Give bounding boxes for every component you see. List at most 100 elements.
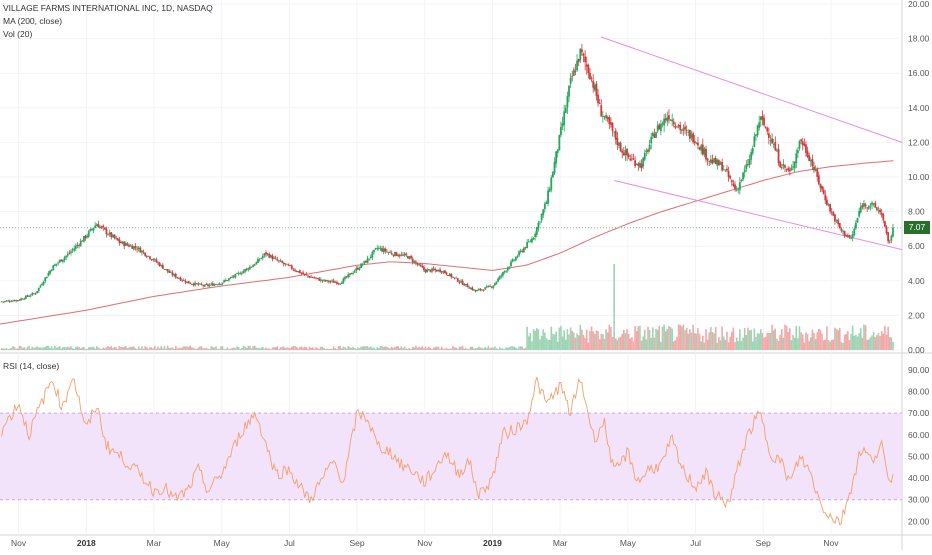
candle-body [887, 232, 890, 242]
candle-body [813, 166, 815, 171]
candle-body [714, 157, 717, 164]
candle-body [137, 247, 140, 249]
candle-body [348, 273, 351, 276]
candle-body [440, 271, 443, 273]
candle-body [790, 167, 793, 171]
volume-bar [411, 346, 414, 350]
volume-bar [365, 346, 367, 350]
volume-bar [131, 346, 134, 350]
volume-bar [8, 348, 11, 350]
candle-body [792, 166, 794, 168]
time-tick-label: May [620, 538, 637, 548]
volume-bar [297, 348, 300, 350]
rsi-tick-label: 60.00 [908, 430, 930, 440]
volume-bar [258, 348, 261, 350]
volume-bar [877, 332, 880, 350]
candle-body [202, 285, 205, 286]
candle-body [634, 160, 636, 166]
candle-body [510, 261, 512, 267]
volume-bar [769, 332, 772, 350]
volume-bar [60, 348, 63, 350]
candle-body [269, 255, 272, 258]
volume-bar [323, 348, 325, 350]
candle-body [282, 262, 285, 265]
candle-body [780, 167, 783, 169]
price-tick-label: 14.00 [908, 103, 930, 113]
candle-body [91, 229, 93, 230]
volume-bar [494, 346, 496, 350]
volume-bar [457, 348, 459, 350]
volume-bar [484, 346, 487, 350]
volume-bar [274, 347, 277, 350]
candle-body [336, 282, 338, 284]
candle-body [785, 169, 788, 171]
volume-bar [447, 348, 449, 350]
volume-bar [118, 346, 121, 350]
candle-body [147, 255, 150, 257]
volume-bar [726, 331, 728, 350]
candle-body [315, 277, 317, 279]
volume-bar [648, 329, 651, 350]
volume-bar [279, 347, 282, 350]
candle-body [458, 281, 461, 283]
candle-body [287, 264, 290, 266]
candle-body [307, 275, 309, 277]
volume-bar [20, 346, 22, 350]
candle-body [21, 298, 24, 300]
candle-body [229, 277, 232, 279]
candle-body [747, 164, 749, 166]
volume-bar [563, 330, 565, 350]
volume-bar [561, 336, 564, 350]
volume-bar [91, 346, 93, 350]
volume-bar [545, 338, 548, 350]
volume-bar [660, 341, 662, 350]
candle-body [197, 283, 200, 285]
candle-body [576, 60, 578, 71]
volume-bar [282, 346, 285, 350]
volume-bar [874, 337, 877, 350]
candle-body [748, 159, 751, 166]
candle-body [547, 190, 549, 204]
candle-body [87, 231, 90, 237]
volume-bar [735, 337, 738, 350]
candle-body [303, 273, 306, 275]
volume-bar [378, 347, 380, 350]
volume-bar [84, 348, 87, 350]
volume-bar [840, 342, 843, 350]
volume-bar [692, 324, 694, 350]
volume-bar [539, 339, 541, 350]
candle-body [519, 250, 522, 252]
volume-bar [534, 330, 536, 350]
candle-body [761, 116, 764, 120]
candle-body [103, 227, 106, 230]
volume-bar [774, 328, 777, 350]
volume-bar [510, 346, 512, 350]
candle-body [432, 268, 435, 270]
price-tick-label: 12.00 [908, 137, 930, 147]
candle-body [340, 282, 343, 285]
candle-body [426, 269, 429, 273]
volume-bar [553, 334, 556, 350]
candle-body [464, 283, 467, 286]
volume-bar [210, 346, 213, 350]
candle-body [408, 256, 411, 260]
volume-bar [623, 329, 625, 350]
candle-body [365, 260, 367, 263]
candle-body [252, 265, 255, 268]
rsi-line [1, 376, 894, 526]
candle-body [152, 259, 155, 261]
candle-body [738, 182, 741, 191]
candle-body [618, 142, 620, 146]
volume-bar [887, 326, 889, 350]
candle-body [50, 269, 53, 271]
volume-bar [790, 340, 793, 350]
volume-bar [569, 327, 572, 350]
channel-trendline [614, 179, 903, 251]
volume-bar [294, 346, 296, 350]
candle-body [115, 237, 118, 239]
volume-bar [387, 347, 390, 350]
volume-bar [241, 347, 243, 350]
time-tick-label: 2018 [77, 538, 96, 548]
time-tick-label: Mar [147, 538, 162, 548]
candle-body [284, 263, 287, 265]
